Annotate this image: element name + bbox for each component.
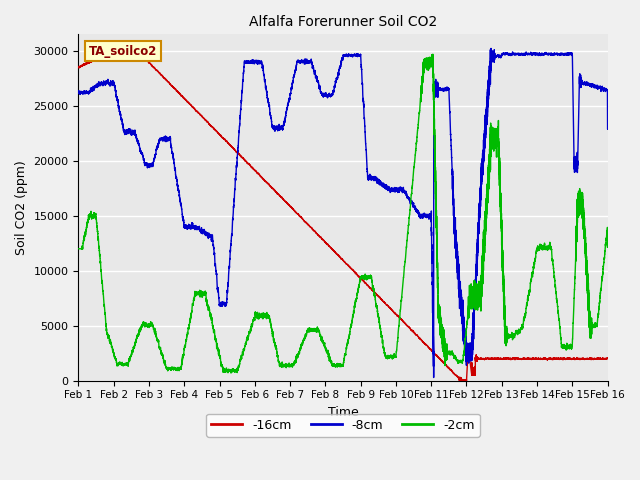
Legend: -16cm, -8cm, -2cm: -16cm, -8cm, -2cm <box>206 414 480 437</box>
Title: Alfalfa Forerunner Soil CO2: Alfalfa Forerunner Soil CO2 <box>249 15 437 29</box>
X-axis label: Time: Time <box>328 406 358 419</box>
Text: TA_soilco2: TA_soilco2 <box>89 45 157 58</box>
Y-axis label: Soil CO2 (ppm): Soil CO2 (ppm) <box>15 160 28 255</box>
